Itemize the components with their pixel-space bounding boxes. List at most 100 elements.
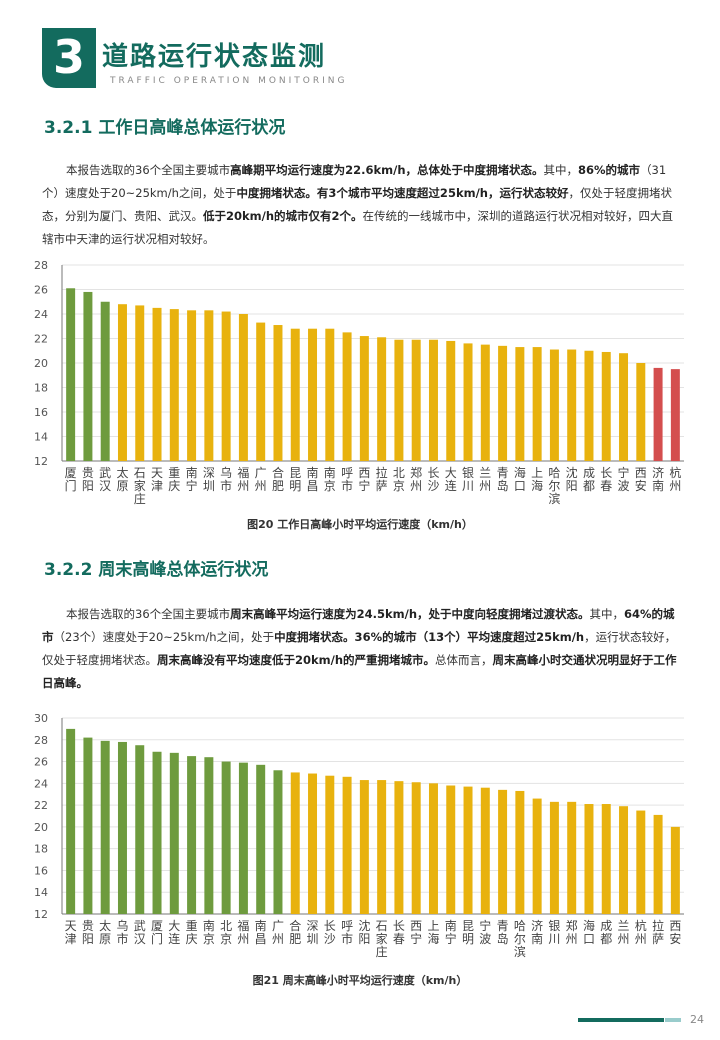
paragraph-run: ，运行状态较好，仅处于轻度拥堵状态。 [42,630,677,667]
bar [428,339,438,461]
y-tick-label: 24 [34,777,48,790]
bar [636,363,646,461]
bar [290,772,300,914]
x-tick-label: 杭州 [635,918,647,946]
x-tick-label: 太原 [116,465,128,493]
bar [308,328,318,461]
x-tick-label: 贵阳 [82,919,94,946]
x-tick-label: 广州 [255,466,267,493]
bar [532,798,542,914]
bar [187,756,197,914]
bar [66,288,76,461]
y-tick-label: 14 [34,886,48,899]
chapter-number: 3 [52,30,85,84]
bar [567,349,577,461]
bar [290,328,300,461]
bar [221,761,231,914]
paragraph-run: （31个）速度处于20~25km/h之间，处于 [42,163,667,200]
y-tick-label: 28 [34,259,48,272]
bar [325,775,335,914]
x-tick-label: 郑州 [410,465,422,493]
bar [394,781,404,914]
bar [359,780,369,914]
x-tick-label: 宁波 [479,918,491,946]
x-tick-label: 南昌 [307,465,319,493]
bar [152,307,162,461]
bar [601,804,611,914]
bar [446,785,456,914]
x-tick-label: 西安 [669,919,681,946]
bar [238,314,248,461]
chapter-subtitle: TRAFFIC OPERATION MONITORING [110,76,348,86]
footer-accent-bar-light [665,1018,681,1022]
x-tick-label: 武汉 [99,466,111,493]
paragraph-run: 其中， [589,607,625,621]
bar [325,328,335,461]
figure-caption-weekend: 图21 周末高峰小时平均运行速度（km/h） [252,974,468,987]
bar [532,347,542,461]
x-tick-label: 西安 [635,466,647,493]
bar [100,301,110,461]
x-tick-label: 合肥 [289,918,301,946]
x-tick-label: 南宁 [445,918,457,946]
x-tick-label: 重庆 [168,466,180,493]
bar [567,801,577,914]
bar [83,737,93,914]
paragraph-bold-run: 周末高峰小时交通状况明显好于工作日高峰。 [42,653,677,690]
x-tick-label: 昆明 [462,919,474,946]
y-tick-label: 26 [34,284,48,297]
page-number: 24 [690,1013,704,1026]
x-tick-label: 厦门 [151,919,163,946]
x-tick-label: 沈阳 [358,918,370,946]
x-tick-label: 天津 [65,919,77,946]
bar [584,350,594,461]
paragraph-run: 其中， [543,163,579,177]
bar [204,310,214,461]
bar [256,322,266,461]
bar [480,344,490,461]
x-tick-label: 成都 [600,919,612,946]
paragraph-bold-run: 中度拥堵状态。有3个城市平均速度超过25km/h，运行状态较好 [236,186,569,200]
paragraph-bold-run: 周末高峰平均运行速度为24.5km/h，处于中度向轻度拥堵过渡状态。 [230,607,590,621]
x-tick-label: 哈尔滨 [514,919,526,959]
bar [238,762,248,914]
x-tick-label: 宁波 [618,465,630,493]
bar [256,764,266,914]
x-tick-label: 西宁 [358,466,370,493]
bar [135,305,145,461]
y-tick-label: 16 [34,406,48,419]
y-tick-label: 26 [34,756,48,769]
paragraph-weekend: 本报告选取的36个全国主要城市周末高峰平均运行速度为24.5km/h，处于中度向… [42,603,678,695]
x-tick-label: 兰州 [479,466,491,493]
bar [549,801,559,914]
bar [273,770,283,914]
bar [619,806,629,914]
weekday-speed-chart: 12 14 16 18 20 22 24 26 28 厦门贵阳武汉太原石家庄天津重庆南宁深圳乌市福… [34,259,684,506]
bar [636,810,646,914]
x-tick-label: 深圳 [203,466,215,493]
x-tick-label: 昆明 [289,466,301,493]
paragraph-run: 总体而言， [435,653,493,667]
bar [601,351,611,461]
bar [463,343,473,461]
paragraph-bold-run: 低于20km/h的城市仅有2个。 [203,209,363,223]
x-tick-label: 大连 [445,466,457,493]
paragraph-run: ，仅处于轻度拥堵状态，分别为厦门、贵阳、武汉。 [42,186,672,223]
paragraph-bold-run: 中度拥堵状态。36%的城市（13个）平均速度超过25km/h [274,630,585,644]
bar [394,339,404,461]
bar [653,367,663,461]
x-tick-label: 银川 [548,919,560,946]
bar [169,309,179,461]
y-tick-label: 12 [34,455,48,468]
x-tick-label: 乌市 [220,465,232,493]
x-tick-label: 重庆 [186,919,198,946]
y-tick-label: 16 [34,864,48,877]
y-tick-label: 28 [34,734,48,747]
bar [498,345,508,461]
paragraph-run: 本报告选取的36个全国主要城市 [66,163,231,177]
x-tick-label: 北京 [393,466,405,493]
chapter-title: 道路运行状态监测 [102,42,327,72]
bar [670,826,680,914]
x-tick-label: 广州 [272,919,284,946]
x-tick-label: 呼市 [341,466,353,493]
